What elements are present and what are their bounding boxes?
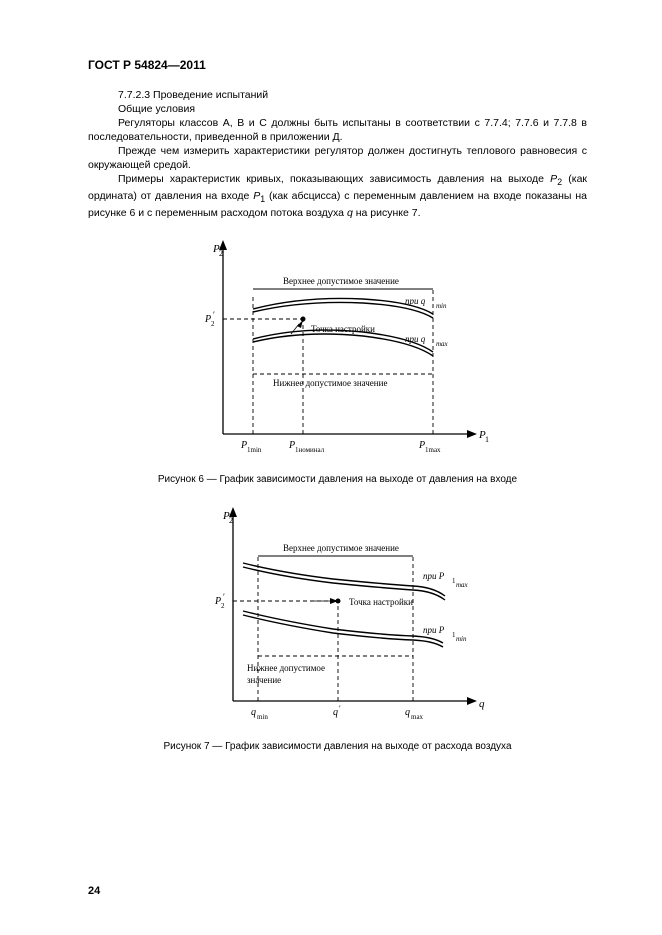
section-title: Проведение испытаний xyxy=(153,89,268,101)
svg-text:1max: 1max xyxy=(425,446,441,454)
svg-text:′: ′ xyxy=(339,704,341,713)
svg-text:q: q xyxy=(405,707,410,718)
svg-text:1номинал: 1номинал xyxy=(295,446,325,454)
section-line1: 7.7.2.3 Проведение испытаний xyxy=(88,88,587,102)
svg-text:при P: при P xyxy=(423,625,445,635)
svg-text:1: 1 xyxy=(485,435,489,444)
svg-text:при q: при q xyxy=(405,296,426,306)
svg-text:Верхнее допустимое значение: Верхнее допустимое значение xyxy=(283,276,399,286)
svg-text:значение: значение xyxy=(247,675,281,685)
svg-text:при q: при q xyxy=(405,334,426,344)
svg-text:Верхнее допустимое значение: Верхнее допустимое значение xyxy=(283,543,399,553)
svg-text:min: min xyxy=(436,302,447,310)
page-number: 24 xyxy=(88,885,100,897)
para-1: Регуляторы классов A, B и C должны быть … xyxy=(88,116,587,144)
para-3: Примеры характеристик кривых, показывающ… xyxy=(88,172,587,220)
svg-text:Нижнее допустимое: Нижнее допустимое xyxy=(247,663,325,673)
svg-text:1min: 1min xyxy=(247,446,262,454)
svg-text:′: ′ xyxy=(223,592,225,602)
para-2: Прежде чем измерить характеристики регул… xyxy=(88,144,587,172)
figure-7: P2 q qmin q′ qmax P2′ Верхнее допустимое… xyxy=(88,501,587,731)
svg-text:q: q xyxy=(479,698,485,710)
figure-7-caption: Рисунок 7 — График зависимости давления … xyxy=(88,741,587,752)
svg-text:min: min xyxy=(257,713,268,721)
svg-text:min: min xyxy=(456,635,467,643)
svg-text:max: max xyxy=(436,340,449,348)
svg-text:max: max xyxy=(456,581,469,589)
svg-text:Точка настройки: Точка настройки xyxy=(349,597,413,607)
figure-6: P 2 P 1 P1min P1номинал P1max P2′ Верхне… xyxy=(88,234,587,464)
svg-text:2: 2 xyxy=(221,602,225,610)
section-num: 7.7.2.3 xyxy=(118,89,150,101)
svg-text:Нижнее допустимое значение: Нижнее допустимое значение xyxy=(273,378,387,388)
sub-title: Общие условия xyxy=(88,102,587,116)
svg-text:при P: при P xyxy=(423,571,445,581)
svg-text:2: 2 xyxy=(211,320,215,328)
svg-text:′: ′ xyxy=(213,310,215,320)
svg-text:q: q xyxy=(251,707,256,718)
gost-header: ГОСТ Р 54824—2011 xyxy=(88,58,587,72)
svg-text:q: q xyxy=(333,707,338,718)
figure-6-caption: Рисунок 6 — График зависимости давления … xyxy=(88,474,587,485)
svg-text:2: 2 xyxy=(219,249,223,258)
svg-text:2: 2 xyxy=(229,516,233,525)
svg-text:max: max xyxy=(411,713,424,721)
